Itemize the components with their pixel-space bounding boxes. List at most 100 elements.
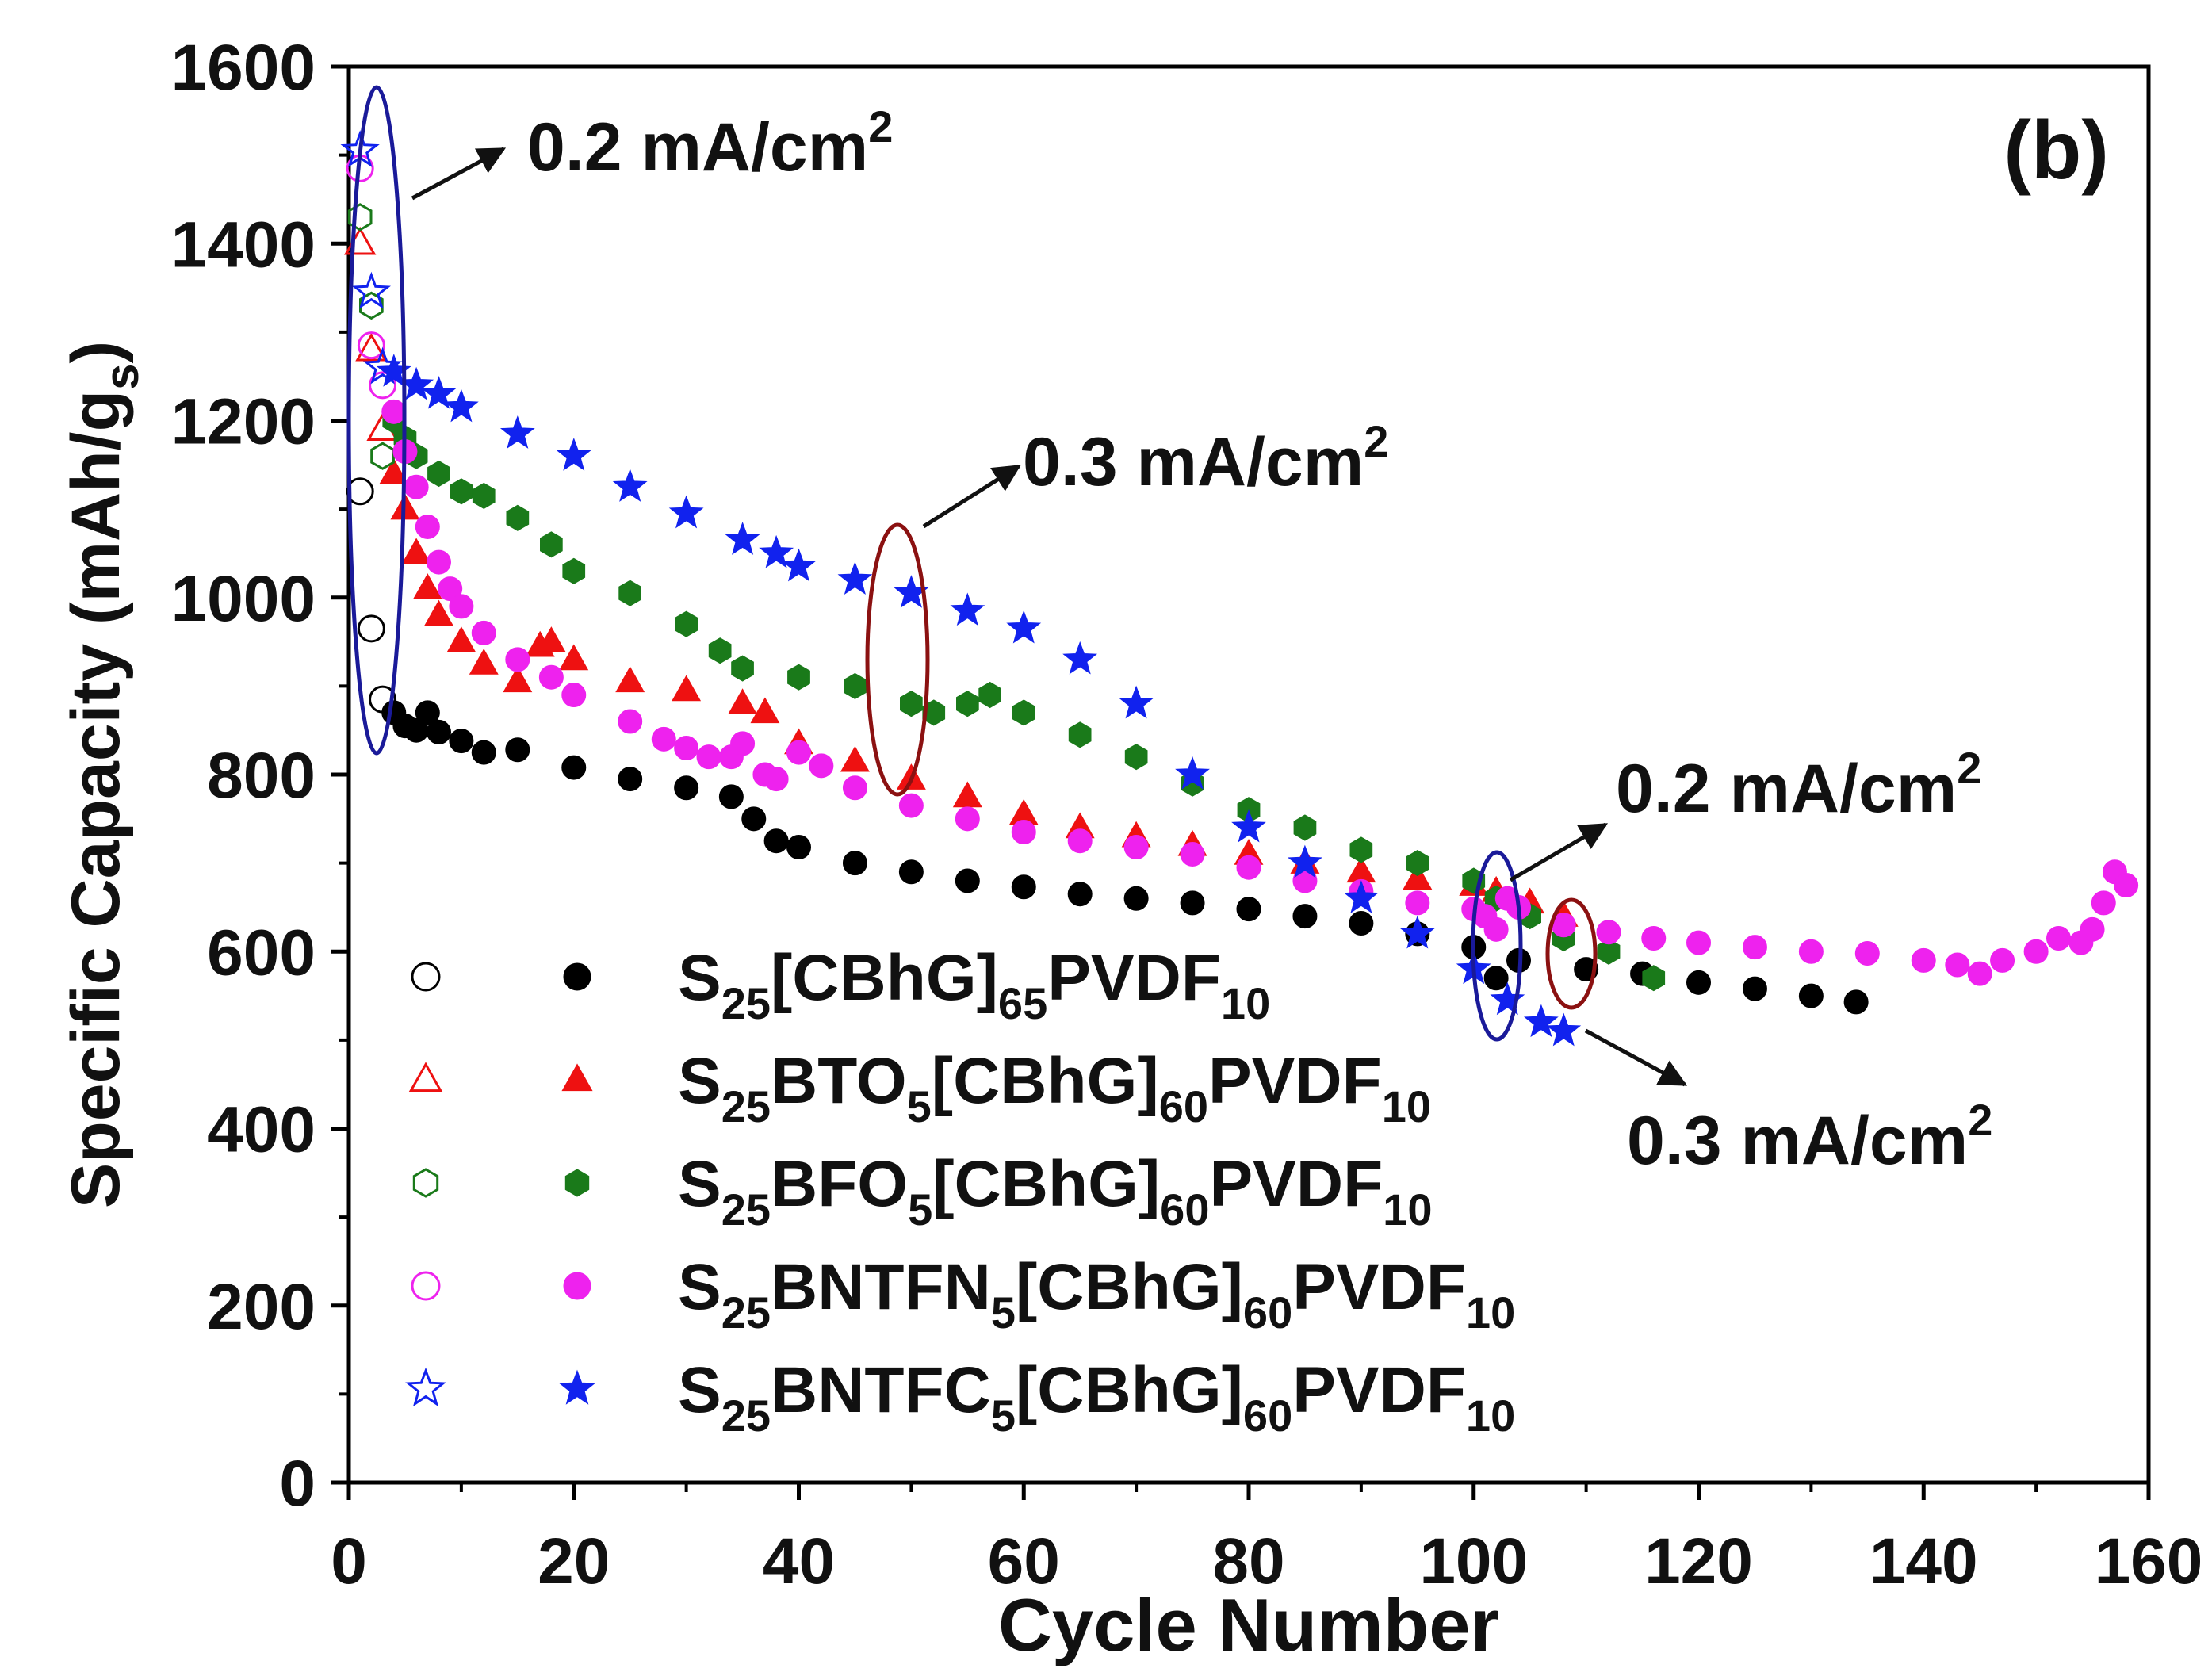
data-point	[2046, 926, 2071, 951]
data-point	[2080, 916, 2105, 942]
data-point	[1288, 844, 1322, 878]
data-point	[556, 438, 591, 471]
data-point	[750, 697, 780, 724]
x-tick-label: 80	[1212, 1525, 1284, 1598]
data-point	[561, 683, 587, 708]
data-point	[1490, 981, 1525, 1016]
data-point	[844, 672, 867, 699]
data-point	[763, 767, 789, 792]
data-point	[2114, 873, 2139, 898]
data-point	[1967, 961, 1992, 986]
arrow-2	[922, 464, 1021, 529]
data-point	[837, 561, 873, 595]
data-point	[562, 557, 586, 584]
data-point	[1293, 814, 1317, 841]
legend-entry: S25BTO5[CBhG]60PVDF10	[408, 1045, 1431, 1131]
series-2	[347, 203, 1666, 992]
legend-label: S25BNTFN5[CBhG]60PVDF10	[678, 1251, 1515, 1337]
data-point-open	[369, 371, 397, 400]
y-tick-labels: 0 200 400 600 800 1000 1200 1400 1600	[171, 32, 316, 1520]
annotation-0: 0.2 mA/cm2	[527, 101, 893, 186]
series-4	[340, 130, 1582, 1047]
data-point	[1006, 610, 1042, 644]
data-point	[1062, 641, 1098, 675]
data-point	[1067, 882, 1093, 907]
data-point	[449, 729, 474, 754]
x-tick-label: 120	[1644, 1525, 1753, 1598]
data-point	[741, 806, 767, 832]
x-tick-label: 60	[988, 1525, 1060, 1598]
x-tick-label: 160	[2095, 1525, 2203, 1598]
data-point	[1343, 880, 1379, 913]
data-point	[1067, 828, 1093, 854]
data-point	[446, 626, 476, 652]
ellipse-initial-cycles	[346, 85, 407, 756]
data-point-open	[355, 332, 388, 362]
data-point	[1642, 965, 1666, 992]
data-point-open	[369, 685, 397, 714]
data-point	[786, 835, 811, 860]
data-point	[471, 620, 496, 645]
x-tick-label: 100	[1419, 1525, 1528, 1598]
x-tick-label: 0	[331, 1525, 367, 1598]
legend-entry: S25BNTFN5[CBhG]60PVDF10	[411, 1251, 1515, 1337]
arrow-3	[1509, 822, 1609, 882]
data-point	[450, 478, 473, 505]
legend-marker-filled	[558, 1369, 596, 1405]
ellipse-cycle-102	[1471, 850, 1523, 1042]
data-point	[674, 775, 699, 801]
data-point	[443, 388, 479, 423]
data-point	[840, 745, 870, 772]
data-point	[1011, 874, 1036, 900]
data-point	[978, 681, 1001, 709]
data-point	[1231, 809, 1266, 843]
data-point	[718, 784, 744, 809]
data-point	[618, 709, 643, 734]
data-point	[1911, 947, 1936, 973]
data-point	[1686, 930, 1711, 955]
data-point	[668, 495, 704, 529]
data-point	[955, 806, 980, 832]
data-point-open	[351, 271, 391, 309]
legend-marker-open	[408, 1062, 443, 1092]
data-point	[1012, 699, 1035, 726]
data-point	[561, 755, 587, 780]
data-point	[1180, 890, 1205, 916]
data-point-open	[357, 331, 385, 360]
data-point	[427, 719, 451, 744]
y-tick-label: 200	[207, 1271, 316, 1343]
data-point	[1945, 952, 1970, 978]
data-point	[381, 399, 407, 424]
data-point	[1349, 836, 1373, 863]
y-tick-label: 600	[207, 916, 316, 989]
data-point	[503, 666, 533, 693]
data-point-open	[347, 203, 373, 232]
data-point	[728, 688, 758, 714]
annotation-marks	[346, 85, 1688, 1087]
data-point	[618, 767, 643, 792]
data-point	[842, 775, 867, 801]
data-point	[787, 664, 810, 691]
y-axis-label: Specific Capacity (mAh/gs)	[58, 341, 148, 1208]
data-point	[1597, 938, 1621, 965]
data-point	[1742, 976, 1767, 1001]
data-point	[421, 375, 457, 409]
data-point	[1798, 983, 1824, 1008]
data-point	[376, 354, 411, 387]
y-tick-label: 1400	[171, 209, 316, 281]
data-point	[1236, 897, 1261, 922]
data-point	[763, 828, 789, 854]
data-point	[2023, 939, 2049, 964]
data-point	[1175, 756, 1210, 790]
ellipse-cycle-108	[1545, 897, 1598, 1010]
data-point	[1180, 841, 1205, 867]
data-point	[612, 469, 648, 502]
data-point	[898, 793, 924, 818]
data-point	[1742, 935, 1767, 960]
data-point-open	[359, 291, 384, 320]
data-point	[1523, 1004, 1559, 1038]
legend-marker-open	[411, 1271, 441, 1301]
data-point	[2091, 890, 2116, 916]
legend-label: S25BFO5[CBhG]60PVDF10	[678, 1148, 1432, 1234]
